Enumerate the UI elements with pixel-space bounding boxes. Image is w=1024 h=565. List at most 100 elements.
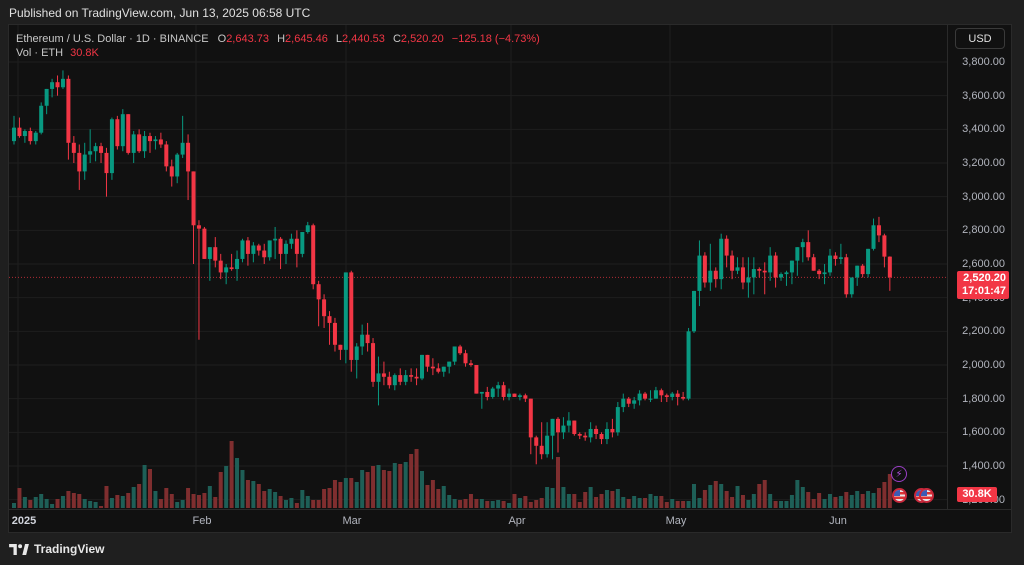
candle[interactable] <box>800 238 805 263</box>
candle[interactable] <box>365 322 370 352</box>
candle[interactable] <box>332 317 337 352</box>
candle[interactable] <box>724 235 729 268</box>
candle[interactable] <box>131 131 136 163</box>
candle[interactable] <box>479 391 484 409</box>
candle[interactable] <box>784 270 789 286</box>
candle[interactable] <box>88 129 93 163</box>
candle[interactable] <box>245 237 250 266</box>
candle[interactable] <box>501 381 506 401</box>
candle[interactable] <box>425 354 430 372</box>
candle[interactable] <box>610 418 615 438</box>
candle[interactable] <box>338 344 343 360</box>
candle[interactable] <box>109 117 114 180</box>
candle[interactable] <box>621 393 626 413</box>
candle[interactable] <box>751 257 756 295</box>
candle[interactable] <box>77 144 82 190</box>
candle[interactable] <box>517 393 522 401</box>
candle[interactable] <box>256 243 261 256</box>
candle[interactable] <box>82 142 87 180</box>
candle[interactable] <box>561 417 566 440</box>
candle[interactable] <box>289 233 294 249</box>
candle[interactable] <box>604 422 609 445</box>
candle[interactable] <box>381 361 386 386</box>
candle[interactable] <box>577 432 582 440</box>
candle[interactable] <box>496 381 501 397</box>
candle[interactable] <box>387 371 392 389</box>
candle[interactable] <box>99 142 104 163</box>
candle[interactable] <box>66 75 71 160</box>
candle[interactable] <box>441 366 446 377</box>
candle[interactable] <box>523 393 528 403</box>
candle[interactable] <box>686 327 691 401</box>
candle[interactable] <box>849 277 854 298</box>
chart-plot-area[interactable] <box>9 25 947 509</box>
candle[interactable] <box>39 102 44 135</box>
candle[interactable] <box>55 75 60 96</box>
candle[interactable] <box>180 115 185 158</box>
candle[interactable] <box>855 265 860 286</box>
candle[interactable] <box>789 260 794 285</box>
candle[interactable] <box>93 142 98 162</box>
candle[interactable] <box>126 114 131 155</box>
candle[interactable] <box>615 402 620 436</box>
candle[interactable] <box>349 270 354 372</box>
candle[interactable] <box>278 237 283 270</box>
candle[interactable] <box>371 338 376 387</box>
candle[interactable] <box>762 262 767 295</box>
candle[interactable] <box>316 280 321 327</box>
candle[interactable] <box>463 349 468 367</box>
candle[interactable] <box>882 233 887 268</box>
candle[interactable] <box>354 343 359 379</box>
candle[interactable] <box>343 272 348 364</box>
candle[interactable] <box>828 248 832 276</box>
candle[interactable] <box>838 243 843 264</box>
candle[interactable] <box>757 267 762 278</box>
candle[interactable] <box>392 373 397 391</box>
candle[interactable] <box>300 232 305 258</box>
candle[interactable] <box>485 386 490 401</box>
candle[interactable] <box>528 398 533 455</box>
candle[interactable] <box>697 240 702 307</box>
candle[interactable] <box>398 368 403 386</box>
candlestick-chart[interactable] <box>9 25 947 509</box>
candle[interactable] <box>115 115 120 150</box>
candle[interactable] <box>202 226 207 259</box>
candle[interactable] <box>33 131 38 145</box>
lightning-event-icon[interactable]: ⚡ <box>891 466 907 482</box>
candle[interactable] <box>746 257 751 298</box>
candle[interactable] <box>507 388 512 401</box>
candle[interactable] <box>360 324 365 355</box>
candle[interactable] <box>474 364 479 394</box>
us-flag-event-icon[interactable] <box>919 488 934 503</box>
candle[interactable] <box>779 272 784 281</box>
candle[interactable] <box>653 386 658 399</box>
candle[interactable] <box>153 136 158 150</box>
candle[interactable] <box>572 420 577 436</box>
candle[interactable] <box>240 238 245 263</box>
candle[interactable] <box>414 368 419 386</box>
candle[interactable] <box>539 422 544 460</box>
candle[interactable] <box>588 422 593 443</box>
candle[interactable] <box>458 344 463 355</box>
candle[interactable] <box>44 88 49 115</box>
candle[interactable] <box>594 425 599 440</box>
candle[interactable] <box>670 391 675 401</box>
candle[interactable] <box>866 248 871 278</box>
candle[interactable] <box>229 253 234 271</box>
candle[interactable] <box>376 356 381 406</box>
candle[interactable] <box>730 250 735 280</box>
volume-label[interactable]: Vol · ETH <box>16 47 64 59</box>
candle[interactable] <box>566 412 571 433</box>
candle[interactable] <box>120 109 125 152</box>
candle[interactable] <box>142 131 147 158</box>
candle[interactable] <box>305 221 310 234</box>
candle[interactable] <box>806 230 811 261</box>
candle[interactable] <box>860 263 865 278</box>
price-axis[interactable]: 3,800.00 3,600.00 3,400.00 3,200.00 3,000.00… <box>947 25 1012 509</box>
candle[interactable] <box>599 432 604 445</box>
candle[interactable] <box>768 247 773 281</box>
candle[interactable] <box>430 358 435 376</box>
candle[interactable] <box>468 359 473 367</box>
candle[interactable] <box>213 237 218 268</box>
candle[interactable] <box>17 117 22 138</box>
